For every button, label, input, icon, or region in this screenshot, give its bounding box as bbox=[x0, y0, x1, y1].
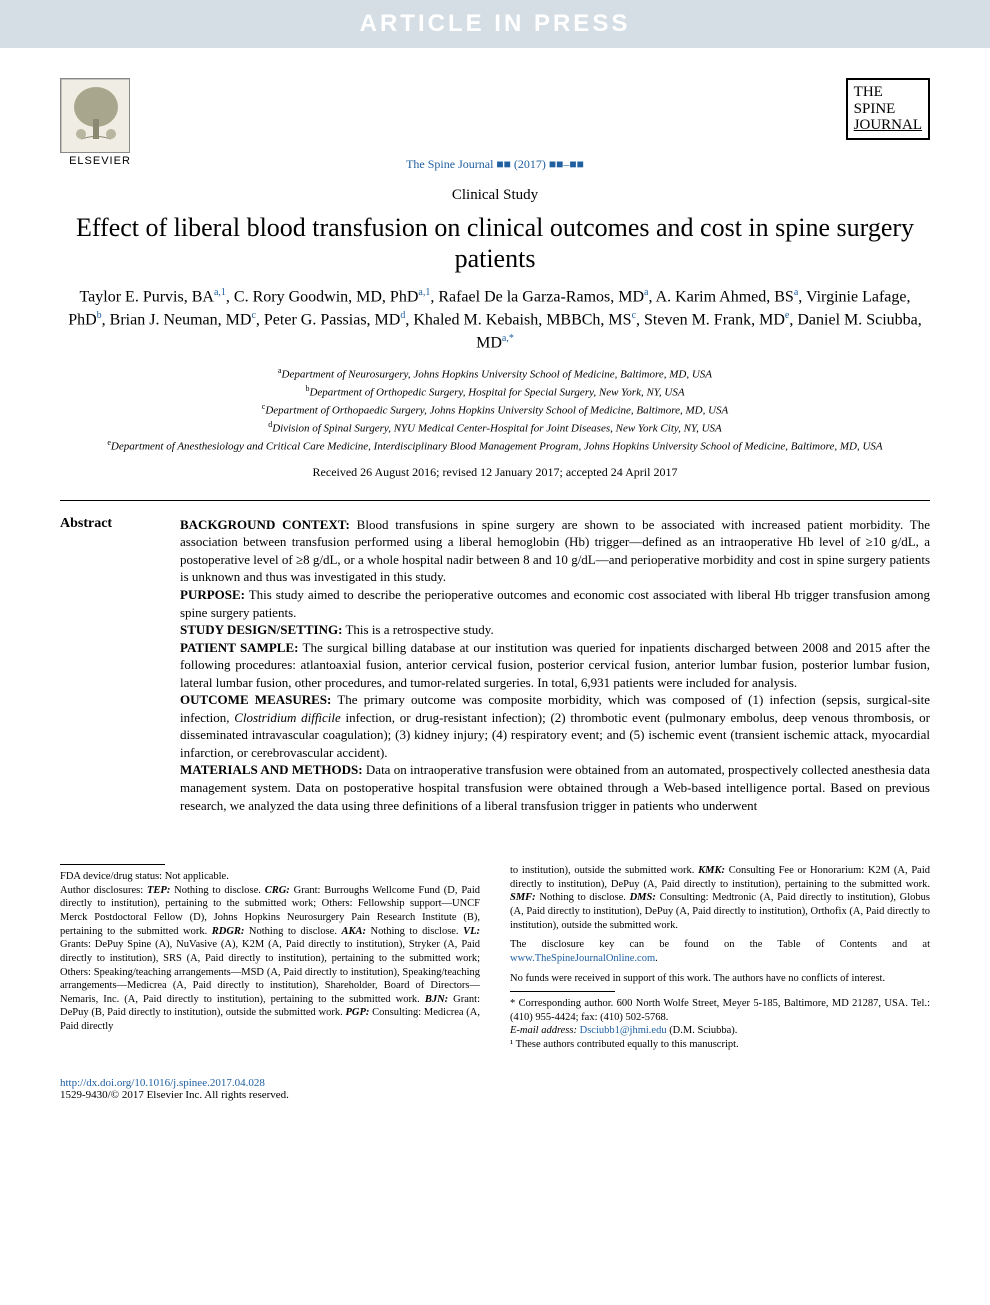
author-disclosures-cont: to institution), outside the submitted w… bbox=[510, 864, 930, 932]
copyright: 1529-9430/© 2017 Elsevier Inc. All right… bbox=[60, 1089, 930, 1101]
abstract-label: Abstract bbox=[60, 516, 140, 814]
affiliation-line: cDepartment of Orthopaedic Surgery, John… bbox=[60, 401, 930, 419]
divider bbox=[60, 500, 930, 501]
journal-logo-line: JOURNAL bbox=[854, 117, 922, 134]
affiliation-line: aDepartment of Neurosurgery, Johns Hopki… bbox=[60, 365, 930, 383]
disclosure-link[interactable]: www.TheSpineJournalOnline.com bbox=[510, 953, 655, 964]
article-type: Clinical Study bbox=[60, 187, 930, 204]
journal-logo-line: SPINE bbox=[854, 101, 922, 118]
page-content: ELSEVIER THE SPINE JOURNAL The Spine Jou… bbox=[0, 48, 990, 1121]
abstract-paragraph: BACKGROUND CONTEXT: Blood transfusions i… bbox=[180, 516, 930, 586]
abstract-section: Abstract BACKGROUND CONTEXT: Blood trans… bbox=[60, 516, 930, 814]
article-dates: Received 26 August 2016; revised 12 Janu… bbox=[60, 465, 930, 480]
fda-status: FDA device/drug status: Not applicable. bbox=[60, 870, 480, 884]
journal-logo: THE SPINE JOURNAL bbox=[840, 78, 930, 140]
footnote-rule bbox=[60, 864, 165, 865]
abstract-paragraph: OUTCOME MEASURES: The primary outcome wa… bbox=[180, 691, 930, 761]
funding-note: No funds were received in support of thi… bbox=[510, 972, 930, 986]
journal-logo-line: THE bbox=[854, 84, 922, 101]
doi: http://dx.doi.org/10.1016/j.spinee.2017.… bbox=[60, 1077, 930, 1089]
elsevier-tree-icon bbox=[60, 78, 130, 153]
article-title: Effect of liberal blood transfusion on c… bbox=[60, 212, 930, 274]
publisher-logo: ELSEVIER bbox=[60, 78, 140, 167]
article-in-press-banner: ARTICLE IN PRESS bbox=[0, 0, 990, 48]
email-line: E-mail address: Dsciubb1@jhmi.edu (D.M. … bbox=[510, 1024, 930, 1038]
author-disclosures: Author disclosures: TEP: Nothing to disc… bbox=[60, 884, 480, 1034]
affiliation-line: bDepartment of Orthopedic Surgery, Hospi… bbox=[60, 383, 930, 401]
publisher-name: ELSEVIER bbox=[60, 155, 140, 167]
abstract-paragraph: MATERIALS AND METHODS: Data on intraoper… bbox=[180, 761, 930, 814]
affiliation-line: dDivision of Spinal Surgery, NYU Medical… bbox=[60, 419, 930, 437]
doi-link[interactable]: http://dx.doi.org/10.1016/j.spinee.2017.… bbox=[60, 1077, 265, 1089]
abstract-body: BACKGROUND CONTEXT: Blood transfusions i… bbox=[180, 516, 930, 814]
abstract-paragraph: PURPOSE: This study aimed to describe th… bbox=[180, 586, 930, 621]
abstract-paragraph: STUDY DESIGN/SETTING: This is a retrospe… bbox=[180, 621, 930, 639]
footnote-rule bbox=[510, 991, 615, 992]
affiliations: aDepartment of Neurosurgery, Johns Hopki… bbox=[60, 365, 930, 455]
footnote-col-right: to institution), outside the submitted w… bbox=[510, 864, 930, 1052]
abstract-paragraph: PATIENT SAMPLE: The surgical billing dat… bbox=[180, 639, 930, 692]
header-row: ELSEVIER THE SPINE JOURNAL bbox=[60, 78, 930, 167]
journal-citation: The Spine Journal ■■ (2017) ■■–■■ bbox=[60, 157, 930, 172]
equal-contribution-note: ¹ These authors contributed equally to t… bbox=[510, 1038, 930, 1052]
footnotes: FDA device/drug status: Not applicable. … bbox=[60, 864, 930, 1052]
authors-list: Taylor E. Purvis, BAa,1, C. Rory Goodwin… bbox=[60, 286, 930, 354]
disclosure-key-note: The disclosure key can be found on the T… bbox=[510, 938, 930, 965]
affiliation-line: eDepartment of Anesthesiology and Critic… bbox=[60, 437, 930, 455]
corresponding-author: * Corresponding author. 600 North Wolfe … bbox=[510, 997, 930, 1024]
email-link[interactable]: Dsciubb1@jhmi.edu bbox=[580, 1025, 667, 1036]
footnote-col-left: FDA device/drug status: Not applicable. … bbox=[60, 864, 480, 1052]
